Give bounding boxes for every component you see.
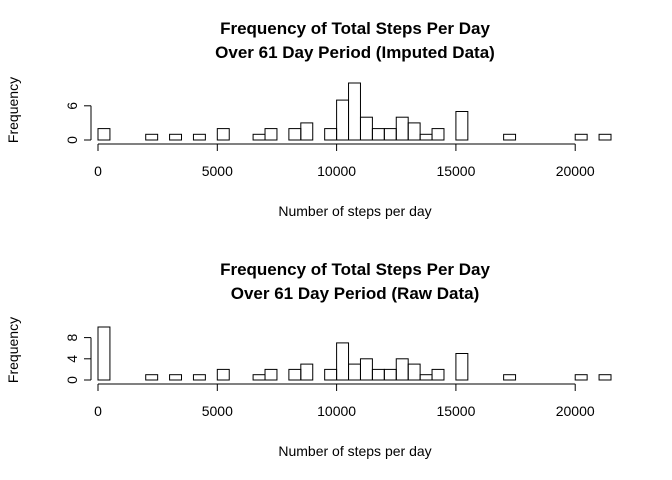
- x-axis: 0 5000 10000 15000 20000: [94, 383, 595, 419]
- histogram-bar: [383, 368, 397, 381]
- x-tick-label: 10000: [317, 163, 356, 179]
- chart-title-line1: Frequency of Total Steps Per Day: [220, 260, 490, 279]
- histogram-bar: [336, 99, 350, 141]
- histogram-bar: [407, 363, 421, 381]
- histogram-bar: [431, 128, 445, 141]
- histogram-bar: [407, 122, 421, 141]
- histogram-bar: [431, 368, 445, 381]
- y-tick-label: 4: [64, 355, 80, 363]
- histogram-bar: [359, 358, 373, 381]
- histogram-bar: [503, 374, 517, 381]
- histogram-bar: [395, 358, 409, 381]
- x-tick-label: 0: [94, 403, 102, 419]
- x-tick-label: 10000: [317, 403, 356, 419]
- histogram-bar: [395, 116, 409, 141]
- x-axis-label: Number of steps per day: [278, 443, 431, 459]
- histogram-bar: [300, 122, 314, 141]
- histogram-bar: [288, 128, 302, 141]
- x-axis-label: Number of steps per day: [278, 203, 431, 219]
- histogram-bar: [359, 116, 373, 141]
- y-tick-label: 0: [64, 136, 80, 144]
- x-axis: 0 5000 10000 15000 20000: [94, 143, 595, 179]
- histogram-bar: [169, 374, 183, 381]
- chart-title-line2: Over 61 Day Period (Raw Data): [231, 284, 479, 303]
- histogram-bar: [371, 128, 385, 141]
- histogram-bar: [336, 342, 350, 381]
- y-axis: 06: [64, 102, 92, 144]
- x-tick-label: 15000: [436, 403, 475, 419]
- histogram-bar: [324, 128, 338, 141]
- histogram-bar: [348, 363, 361, 381]
- y-axis-label: Frequency: [5, 77, 21, 143]
- histogram-bar: [574, 374, 588, 381]
- histogram-bar: [216, 128, 230, 141]
- histogram-bar: [324, 368, 338, 381]
- x-tick-label: 15000: [436, 163, 475, 179]
- histogram-bar: [503, 133, 517, 141]
- histogram-bar: [455, 111, 469, 141]
- histogram-bar: [383, 128, 397, 141]
- histogram-bars: [97, 326, 612, 381]
- x-tick-label: 5000: [202, 403, 233, 419]
- histogram-bar: [264, 128, 278, 141]
- histogram-bar: [300, 363, 314, 381]
- y-tick-label: 8: [64, 333, 80, 341]
- histogram-bar: [371, 368, 385, 381]
- histogram-bar: [169, 133, 183, 141]
- histogram-bar: [192, 133, 206, 141]
- histogram-bar: [192, 374, 206, 381]
- y-axis: 0 4 8: [64, 333, 92, 384]
- histogram-bar: [598, 374, 612, 381]
- chart-title-line2: Over 61 Day Period (Imputed Data): [215, 43, 495, 62]
- histogram-bar: [145, 374, 159, 381]
- x-tick-label: 20000: [556, 163, 595, 179]
- raw-histogram-panel: Frequency of Total Steps Per Day Over 61…: [5, 260, 612, 459]
- x-tick-label: 20000: [556, 403, 595, 419]
- histogram-bar: [455, 353, 469, 381]
- imputed-histogram-panel: Frequency of Total Steps Per Day Over 61…: [5, 19, 612, 219]
- histogram-bars: [97, 82, 612, 141]
- histogram-bar: [97, 326, 111, 381]
- x-tick-label: 5000: [202, 163, 233, 179]
- histogram-bar: [145, 133, 159, 141]
- histogram-bar: [97, 128, 111, 141]
- histogram-bar: [419, 133, 433, 141]
- histogram-bar: [598, 133, 612, 141]
- histogram-bar: [288, 368, 302, 381]
- histogram-bar: [264, 368, 278, 381]
- histogram-bar: [574, 133, 588, 141]
- chart-title-line1: Frequency of Total Steps Per Day: [220, 19, 490, 38]
- x-tick-label: 0: [94, 163, 102, 179]
- histogram-bar: [348, 82, 361, 141]
- y-axis-label: Frequency: [5, 317, 21, 383]
- histogram-bar: [252, 374, 266, 381]
- histogram-bar: [419, 374, 433, 381]
- y-tick-label: 0: [64, 376, 80, 384]
- histogram-bar: [252, 133, 266, 141]
- y-tick-label: 6: [64, 102, 80, 110]
- histogram-bar: [216, 368, 230, 381]
